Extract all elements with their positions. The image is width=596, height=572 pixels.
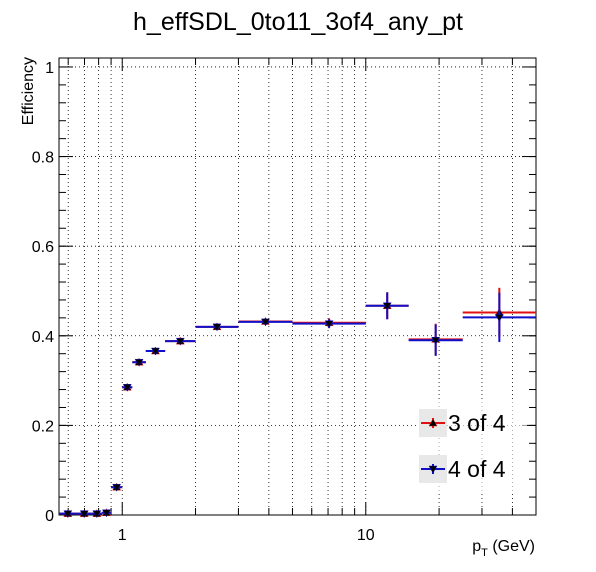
y-tick-label: 1 xyxy=(45,60,54,77)
legend-entry: 3 of 4 xyxy=(419,409,506,437)
marker xyxy=(212,323,222,332)
axes: 1 10 0 0.2 0.4 0.6 0.8 1 xyxy=(32,57,537,544)
data-point xyxy=(111,483,123,492)
y-tick-label: 0.2 xyxy=(32,418,54,435)
y-tick-label: 0.8 xyxy=(32,150,54,167)
data-point xyxy=(76,510,92,519)
x-axis-label: pT (GeV) xyxy=(472,538,535,559)
plot-frame xyxy=(58,57,537,516)
data-point xyxy=(145,347,166,356)
data-point xyxy=(365,292,409,320)
series-four-of-four xyxy=(59,292,536,519)
data-point xyxy=(91,510,102,519)
chart-title: h_effSDL_0to11_3of4_any_pt xyxy=(133,8,463,36)
data-point xyxy=(238,318,293,327)
data-point xyxy=(408,324,463,356)
data-point xyxy=(462,292,536,343)
data-point xyxy=(59,510,77,519)
data-point xyxy=(165,337,196,346)
marker xyxy=(134,358,144,367)
marker xyxy=(175,337,185,346)
y-tick-label: 0 xyxy=(45,508,54,525)
marker xyxy=(151,347,160,356)
x-axis-label-main: p xyxy=(472,538,481,555)
legend: 3 of 4 4 of 4 xyxy=(417,402,527,494)
marker xyxy=(382,302,392,311)
marker xyxy=(102,509,111,518)
legend-marker xyxy=(428,418,438,427)
data-points xyxy=(59,287,536,519)
marker xyxy=(92,510,102,519)
data-point xyxy=(292,319,366,329)
y-axis-label: Efficiency xyxy=(20,57,37,125)
marker xyxy=(63,510,73,519)
marker xyxy=(122,384,132,392)
legend-label: 4 of 4 xyxy=(448,456,506,482)
x-axis-label-sub: T xyxy=(481,547,488,559)
legend-marker xyxy=(428,465,438,474)
x-axis-label-unit: (GeV) xyxy=(488,538,535,555)
marker xyxy=(494,314,504,322)
x-tick-label: 1 xyxy=(118,527,127,544)
data-point xyxy=(122,384,133,392)
x-tick-label: 10 xyxy=(357,527,375,544)
marker xyxy=(261,318,270,327)
marker xyxy=(431,337,441,345)
data-point xyxy=(101,509,112,518)
data-point xyxy=(195,323,239,332)
legend-entry: 4 of 4 xyxy=(419,455,506,483)
marker xyxy=(324,320,334,329)
marker xyxy=(79,510,89,519)
y-tick-label: 0.6 xyxy=(32,239,54,256)
data-point xyxy=(132,358,146,367)
legend-label: 3 of 4 xyxy=(448,410,506,436)
marker xyxy=(112,483,122,492)
y-tick-label: 0.4 xyxy=(32,329,54,346)
